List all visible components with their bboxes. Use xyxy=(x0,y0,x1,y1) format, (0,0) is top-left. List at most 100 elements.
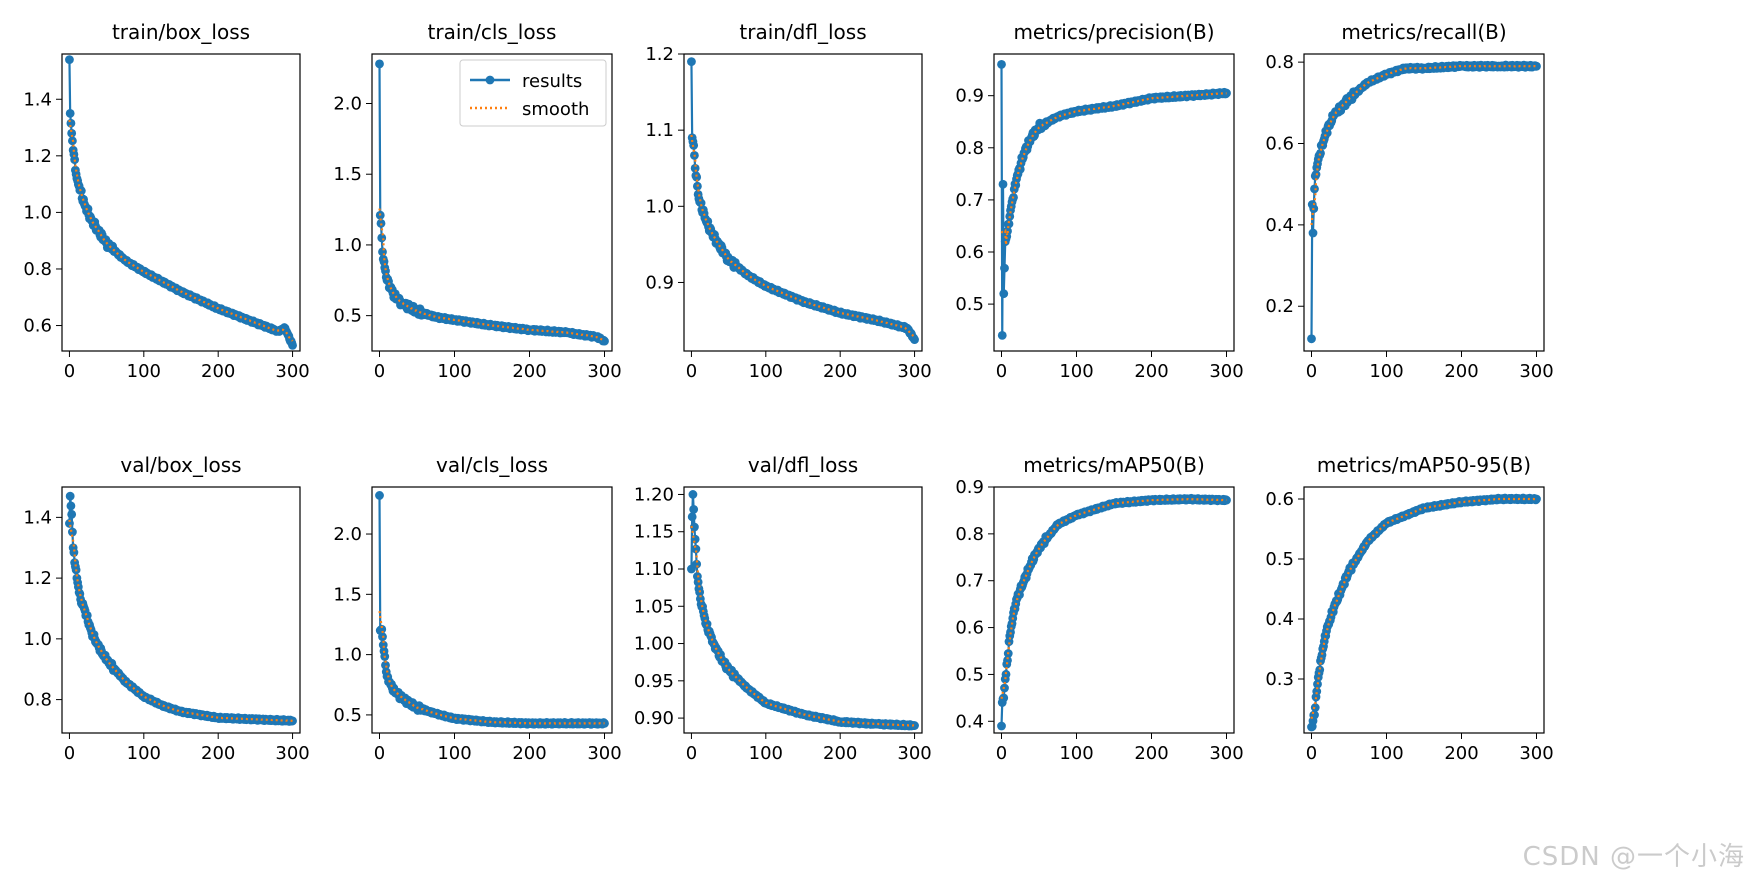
x-tick-label: 100 xyxy=(437,743,471,764)
y-tick-label: 0.8 xyxy=(23,690,52,711)
legend-box xyxy=(459,59,607,127)
x-tick-label: 100 xyxy=(749,361,783,382)
x-tick-label: 0 xyxy=(64,743,75,764)
y-tick-label: 0.6 xyxy=(23,316,52,337)
x-tick-label: 200 xyxy=(512,361,546,382)
series-results-point xyxy=(1532,61,1541,71)
series-results-point xyxy=(70,155,80,165)
y-tick-label: 1.10 xyxy=(634,559,674,580)
y-tick-label: 0.4 xyxy=(1265,609,1294,630)
series-smooth-line xyxy=(690,134,916,338)
axes-frame xyxy=(371,53,613,352)
axes-frame xyxy=(683,486,923,734)
chart-panel: metrics/mAP50-95(B) 0 100 200 300 0.3 0.4 0.5 0.… xyxy=(1265,453,1553,764)
series-results-point xyxy=(999,693,1009,703)
axes-frame xyxy=(993,486,1235,734)
series-results-point xyxy=(69,548,79,557)
x-tick-label: 100 xyxy=(127,743,161,764)
series-results-point xyxy=(1001,669,1011,679)
y-tick-label: 0.7 xyxy=(955,190,984,211)
x-tick-label: 100 xyxy=(749,743,783,764)
series-results-point xyxy=(375,491,384,500)
y-tick-label: 0.8 xyxy=(955,138,984,159)
y-tick-label: 0.3 xyxy=(1265,669,1294,690)
series-smooth-line xyxy=(1000,92,1227,245)
x-tick-label: 0 xyxy=(374,361,385,382)
axes-frame xyxy=(993,53,1235,352)
chart-panel: metrics/recall(B) 0 100 200 300 0.2 0.4 0.6 0.8 xyxy=(1265,20,1553,382)
series-results-point xyxy=(691,544,701,554)
series-results-line xyxy=(378,495,606,727)
series-results-point xyxy=(999,289,1009,299)
y-tick-label: 2.0 xyxy=(333,94,362,115)
chart-panel: metrics/mAP50(B) 0 100 200 300 0.4 0.5 0.6 0.7 0.… xyxy=(955,453,1243,764)
series-smooth-line xyxy=(1310,497,1537,719)
chart-panel: train/box_loss 0 100 200 300 0.6 0.8 1.0 1.2 1.4 xyxy=(23,20,309,382)
chart-panel: train/dfl_loss 0 100 200 300 0.9 1.0 1.1 1.2 xyxy=(645,20,931,382)
x-tick-label: 200 xyxy=(1134,743,1168,764)
axes-frame xyxy=(1303,486,1545,734)
series-results-point xyxy=(65,55,74,65)
series-smooth-line xyxy=(378,208,605,342)
series-smooth-line xyxy=(1000,498,1227,699)
series-results-line xyxy=(68,59,294,346)
chart-title: val/box_loss xyxy=(120,453,241,477)
series-results-point xyxy=(65,109,75,118)
x-tick-label: 200 xyxy=(823,361,857,382)
series-results-point xyxy=(690,522,699,532)
series-results-line xyxy=(1310,496,1538,728)
series-results-point xyxy=(997,60,1006,69)
x-tick-label: 200 xyxy=(512,743,546,764)
series-smooth-line xyxy=(68,519,293,722)
series-results-point xyxy=(377,624,387,634)
x-tick-label: 200 xyxy=(201,743,235,764)
x-tick-label: 300 xyxy=(275,361,309,382)
x-tick-label: 0 xyxy=(996,361,1007,382)
y-tick-label: 1.1 xyxy=(645,120,674,141)
y-tick-label: 1.15 xyxy=(634,522,674,543)
axes-frame xyxy=(683,53,923,352)
series-results-point xyxy=(687,57,696,67)
x-tick-label: 0 xyxy=(1306,743,1317,764)
y-tick-label: 0.2 xyxy=(1265,296,1294,317)
series-results-point xyxy=(687,512,697,522)
series-results-point xyxy=(910,721,919,730)
axes-frame xyxy=(61,486,301,734)
x-tick-label: 100 xyxy=(1059,361,1093,382)
series-results-point xyxy=(381,660,390,670)
axes-frame xyxy=(1303,53,1545,352)
x-tick-label: 200 xyxy=(1444,743,1478,764)
chart-title: train/dfl_loss xyxy=(739,20,866,44)
y-tick-label: 0.9 xyxy=(955,477,984,498)
y-tick-label: 0.5 xyxy=(333,306,362,327)
series-results-point xyxy=(696,198,706,208)
series-results-point xyxy=(690,163,700,173)
y-tick-label: 0.6 xyxy=(955,618,984,639)
x-tick-label: 200 xyxy=(201,361,235,382)
y-tick-label: 0.6 xyxy=(955,242,984,263)
y-tick-label: 0.5 xyxy=(955,294,984,315)
series-results-point xyxy=(997,721,1006,731)
y-tick-label: 0.4 xyxy=(955,711,984,732)
y-tick-label: 0.5 xyxy=(333,705,362,726)
series-smooth-line xyxy=(1310,64,1537,226)
series-results-point xyxy=(376,219,386,228)
y-tick-label: 1.2 xyxy=(23,146,52,167)
x-tick-label: 100 xyxy=(1059,743,1093,764)
y-tick-label: 1.2 xyxy=(645,44,674,65)
chart-title: metrics/mAP50(B) xyxy=(1023,453,1205,477)
legend-smooth-label: smooth xyxy=(522,99,589,120)
chart-title: metrics/precision(B) xyxy=(1013,20,1214,44)
series-results-point xyxy=(1315,665,1325,675)
series-smooth-line xyxy=(68,119,294,342)
x-tick-label: 200 xyxy=(1444,361,1478,382)
chart-panel: val/box_loss 0 100 200 300 0.8 1.0 1.2 1.4 xyxy=(23,453,309,764)
series-results-point xyxy=(67,509,77,519)
chart-title: metrics/recall(B) xyxy=(1341,20,1506,44)
series-smooth-line xyxy=(378,610,605,725)
y-tick-label: 1.05 xyxy=(634,596,674,617)
series-results-point xyxy=(67,128,77,138)
axes-frame xyxy=(61,53,301,352)
chart-title: train/box_loss xyxy=(112,20,250,44)
series-results-point xyxy=(66,501,76,511)
